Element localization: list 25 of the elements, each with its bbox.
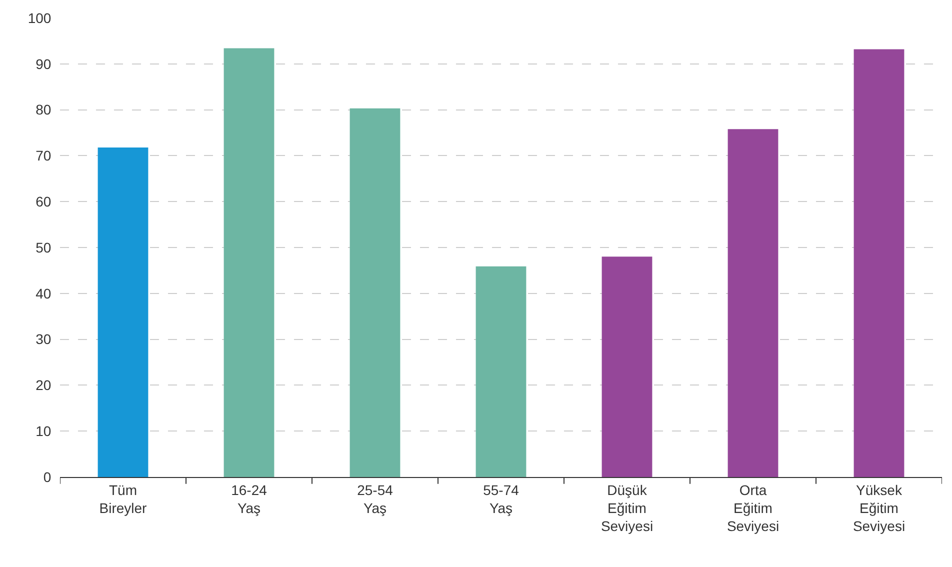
x-tick-label: 25-54 Yaş bbox=[357, 482, 394, 516]
x-tick-label: Düşük Eğitim Seviyesi bbox=[600, 482, 654, 534]
x-tick-label: Tüm Bireyler bbox=[99, 482, 148, 516]
y-tick-label: 20 bbox=[36, 377, 52, 394]
x-tick-label: Yüksek Eğitim Seviyesi bbox=[852, 482, 906, 534]
y-tick-label: 100 bbox=[28, 10, 52, 26]
x-tick-label: 16-24 Yaş bbox=[231, 482, 268, 516]
y-tick-label: 10 bbox=[36, 423, 52, 439]
y-tick-label: 40 bbox=[36, 285, 52, 302]
x-tick-label: Orta Eğitim Seviyesi bbox=[726, 482, 780, 534]
bar bbox=[350, 108, 400, 477]
y-tick-label: 90 bbox=[36, 56, 52, 72]
y-tick-label: 80 bbox=[36, 102, 52, 118]
y-tick-label: 30 bbox=[36, 331, 52, 348]
bar bbox=[728, 129, 778, 477]
bar bbox=[224, 48, 274, 477]
bar bbox=[602, 256, 652, 477]
y-tick-label: 60 bbox=[36, 194, 52, 210]
bar bbox=[98, 147, 148, 477]
y-tick-label: 0 bbox=[43, 468, 52, 485]
y-tick-label: 50 bbox=[36, 239, 52, 256]
bar bbox=[476, 266, 526, 477]
x-tick-label: 55-74 Yaş bbox=[483, 482, 520, 516]
y-tick-label: 70 bbox=[36, 148, 52, 164]
bar bbox=[854, 49, 904, 477]
